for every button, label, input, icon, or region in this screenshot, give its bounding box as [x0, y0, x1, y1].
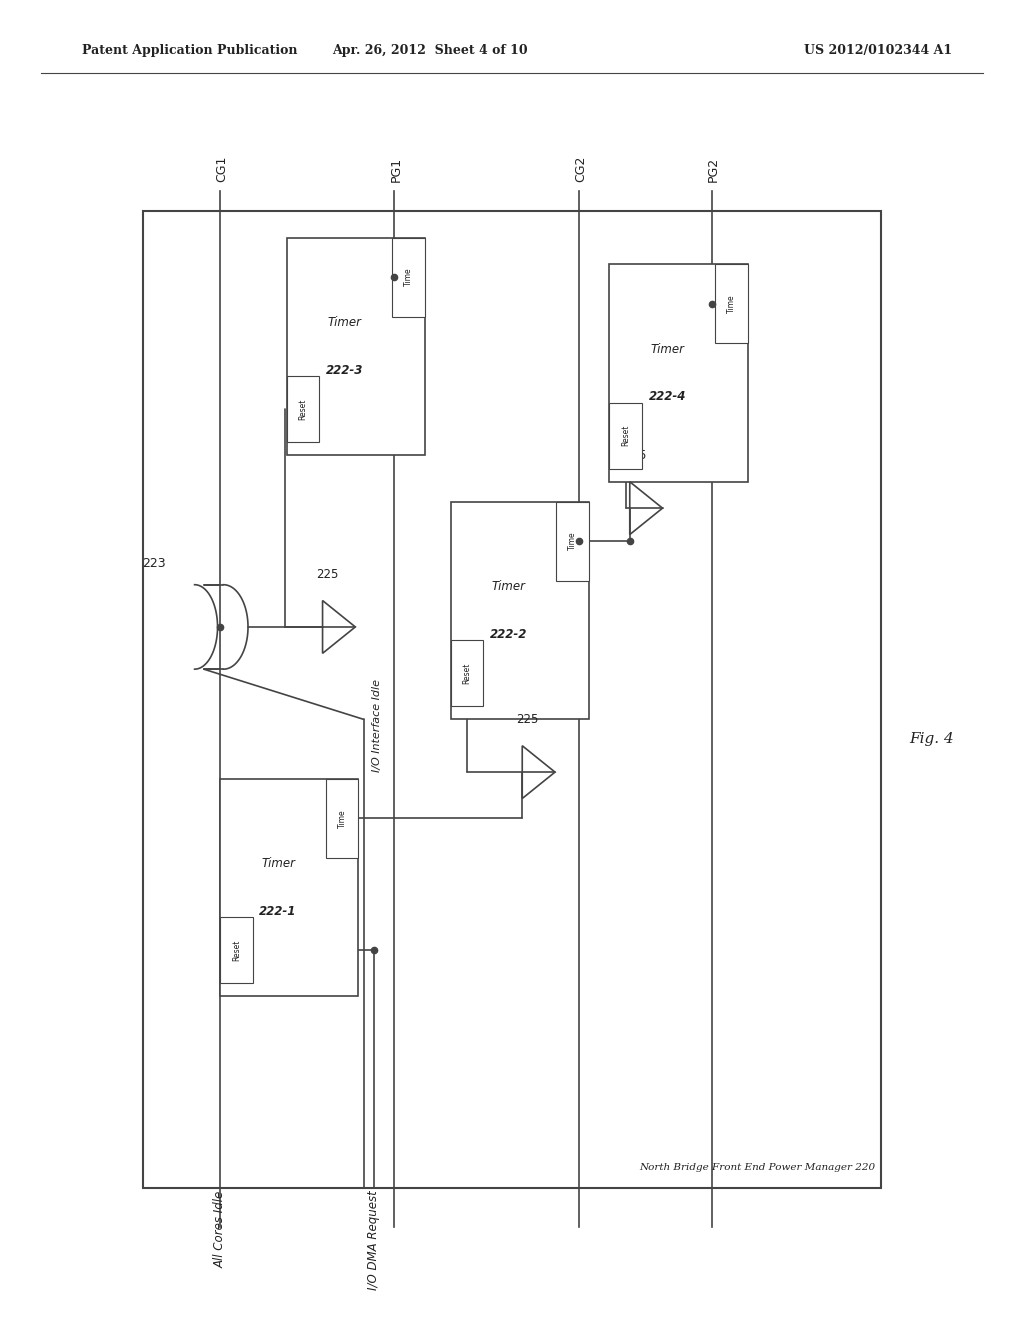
Text: 223: 223 — [141, 557, 166, 570]
Text: Apr. 26, 2012  Sheet 4 of 10: Apr. 26, 2012 Sheet 4 of 10 — [332, 44, 528, 57]
Text: Reset: Reset — [232, 940, 241, 961]
Bar — [143, 211, 881, 1188]
Bar — [326, 779, 358, 858]
Text: Time: Time — [568, 532, 577, 550]
Text: Timer: Timer — [650, 343, 684, 355]
Text: Fig. 4: Fig. 4 — [909, 733, 954, 746]
Text: CG1: CG1 — [216, 156, 228, 182]
Text: Reset: Reset — [299, 399, 307, 420]
Bar — [715, 264, 748, 343]
Text: I/O DMA Request: I/O DMA Request — [368, 1191, 380, 1290]
Text: 225: 225 — [516, 713, 539, 726]
Text: US 2012/0102344 A1: US 2012/0102344 A1 — [804, 44, 952, 57]
Text: PG1: PG1 — [390, 157, 402, 182]
Bar — [220, 917, 253, 983]
Bar — [451, 640, 483, 706]
Text: North Bridge Front End Power Manager 220: North Bridge Front End Power Manager 220 — [639, 1163, 876, 1172]
Bar — [392, 238, 425, 317]
Bar — [609, 403, 642, 469]
Bar — [609, 264, 748, 482]
Text: Time: Time — [404, 268, 413, 286]
Text: Patent Application Publication: Patent Application Publication — [82, 44, 297, 57]
Text: PG2: PG2 — [708, 157, 720, 182]
Text: 222-3: 222-3 — [326, 364, 364, 376]
Text: 225: 225 — [624, 449, 646, 462]
Text: 222-2: 222-2 — [489, 628, 527, 640]
Text: Timer: Timer — [328, 317, 361, 329]
Text: Time: Time — [727, 294, 735, 313]
Bar — [220, 779, 358, 997]
Bar — [451, 502, 589, 719]
Text: Reset: Reset — [463, 663, 471, 684]
Text: Reset: Reset — [622, 425, 630, 446]
Text: 222-4: 222-4 — [648, 391, 686, 403]
Bar — [556, 502, 589, 581]
Text: I/O Interface Idle: I/O Interface Idle — [372, 680, 382, 772]
Text: Time: Time — [338, 809, 346, 828]
Text: Timer: Timer — [492, 581, 525, 593]
Text: All Cores Idle: All Cores Idle — [214, 1191, 226, 1267]
Text: 225: 225 — [316, 568, 339, 581]
Bar — [287, 238, 425, 455]
Text: Timer: Timer — [261, 858, 295, 870]
Text: CG2: CG2 — [574, 156, 587, 182]
Bar — [287, 376, 319, 442]
Text: 222-1: 222-1 — [259, 906, 297, 917]
